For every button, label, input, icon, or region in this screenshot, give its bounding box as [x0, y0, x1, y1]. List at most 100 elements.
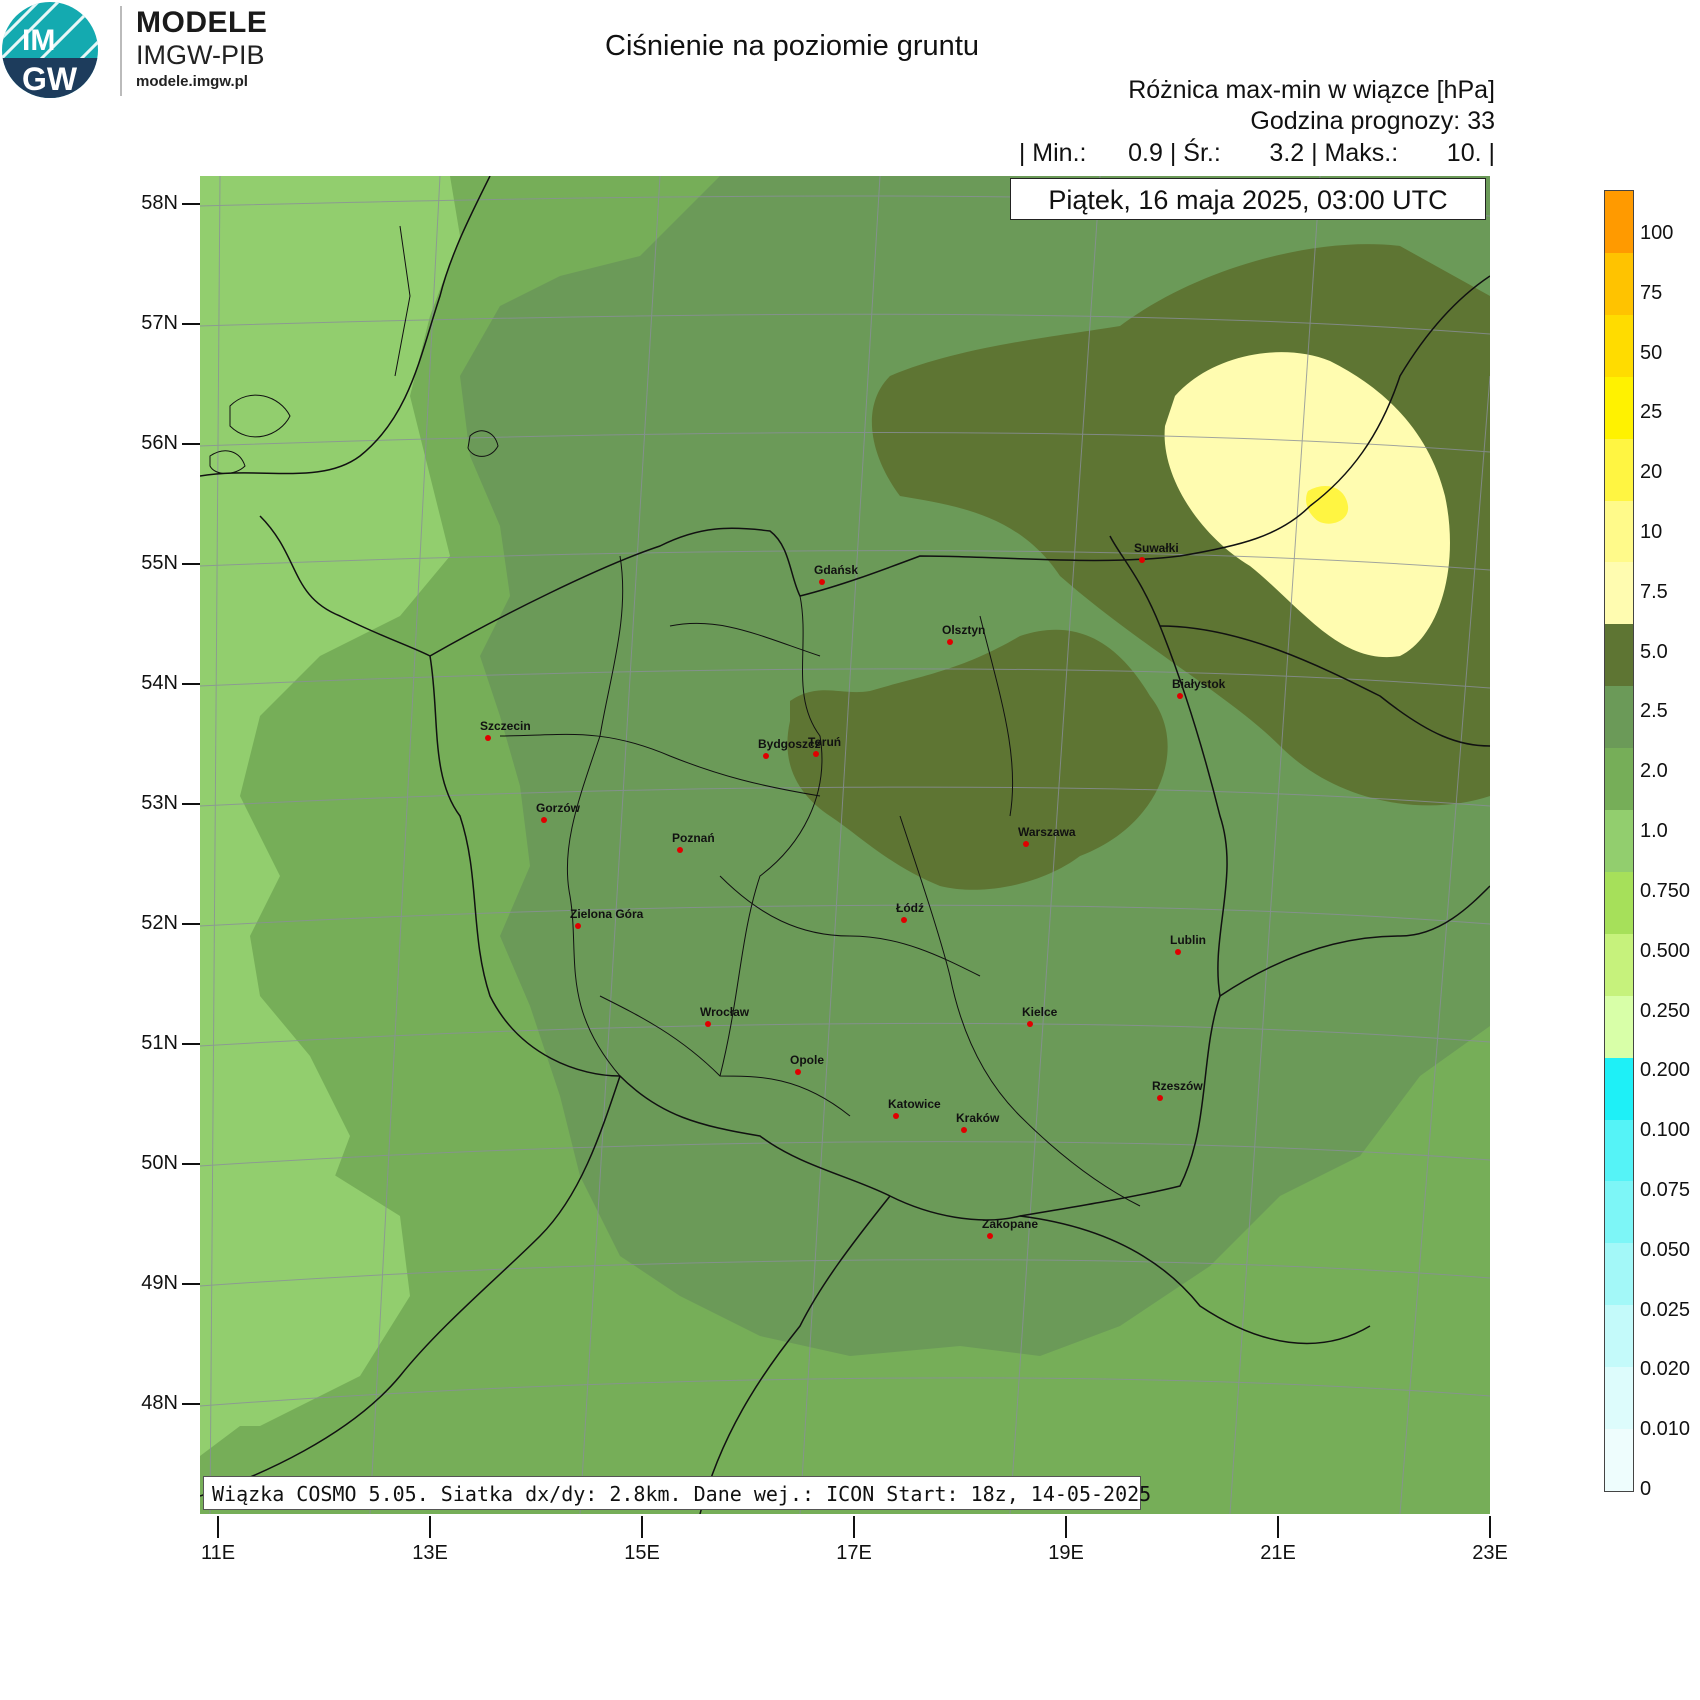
city-label: Toruń — [808, 735, 841, 749]
legend-swatch — [1605, 686, 1633, 749]
legend-label: 0.200 — [1640, 1059, 1691, 1082]
lat-label: 58N — [141, 192, 178, 214]
stats-line: | Min.: 0.9 | Śr.: 3.2 | Maks.: 10. | — [1018, 139, 1495, 167]
city-dot — [575, 923, 581, 929]
legend-swatch — [1605, 995, 1633, 1058]
city-dot — [705, 1021, 711, 1027]
legend-label: 2.0 — [1640, 760, 1668, 783]
legend-swatch — [1605, 871, 1633, 934]
contour-10 — [1306, 486, 1349, 524]
legend-label: 0.100 — [1640, 1119, 1691, 1142]
lat-label: 57N — [141, 312, 178, 334]
legend-swatch — [1605, 1305, 1633, 1368]
city-dot — [677, 847, 683, 853]
city-markers: Gdańsk Olsztyn Suwałki Białystok Szczecin Byd… — [480, 541, 1226, 1239]
legend-swatch — [1605, 1181, 1633, 1244]
brand-url: modele.imgw.pl — [136, 73, 248, 90]
city-label: Olsztyn — [942, 623, 985, 637]
city-dot — [961, 1127, 967, 1133]
legend-swatch — [1605, 624, 1633, 687]
legend-swatch — [1605, 810, 1633, 872]
city-dot — [987, 1233, 993, 1239]
lat-label: 55N — [141, 552, 178, 574]
lat-label: 54N — [141, 672, 178, 694]
lat-label: 56N — [141, 432, 178, 454]
legend-label: 0.750 — [1640, 879, 1691, 902]
legend-label: 2.5 — [1640, 700, 1668, 723]
lat-label: 50N — [141, 1152, 178, 1174]
city-dot — [1157, 1095, 1163, 1101]
city-label: Bydgoszcz — [758, 737, 821, 751]
legend-label: 5.0 — [1640, 640, 1668, 663]
legend-swatch — [1605, 1057, 1633, 1120]
city-dot — [795, 1069, 801, 1075]
city-dot — [1027, 1021, 1033, 1027]
legend-label: 75 — [1640, 281, 1663, 304]
city-label: Zielona Góra — [570, 907, 644, 921]
legend-label: 0.010 — [1640, 1418, 1691, 1441]
coast-detail — [209, 225, 499, 474]
city-dot — [893, 1113, 899, 1119]
graticule — [200, 176, 1490, 1514]
contour-5-0-center — [787, 629, 1168, 890]
lon-label: 21E — [1260, 1542, 1296, 1564]
city-dot — [819, 579, 825, 585]
forecast-hour: Godzina prognozy: 33 — [1250, 107, 1495, 135]
city-label: Warszawa — [1018, 825, 1076, 839]
city-dot — [1177, 693, 1183, 699]
imgw-logo: IM GW MODELE IMGW-PIB modele.imgw.pl — [0, 0, 300, 100]
brand-subtitle: IMGW-PIB — [136, 40, 265, 70]
svg-text:IM: IM — [22, 24, 55, 57]
axis-frame — [182, 203, 1491, 1538]
city-label: Poznań — [672, 831, 715, 845]
legend-label: 100 — [1640, 222, 1674, 244]
city-label: Kielce — [1022, 1005, 1058, 1019]
legend-label: 25 — [1640, 401, 1663, 424]
voivodeship-borders — [499, 555, 1141, 1207]
legend-swatch — [1605, 1429, 1633, 1491]
city-label: Rzeszów — [1152, 1079, 1203, 1093]
imgw-logo-icon: IM GW — [2, 2, 98, 98]
legend-swatch — [1605, 438, 1633, 501]
color-legend — [1604, 190, 1634, 1492]
legend-label: 0.250 — [1640, 999, 1691, 1022]
lon-label: 13E — [412, 1542, 448, 1564]
legend-label: 10 — [1640, 521, 1663, 544]
city-dot — [1175, 949, 1181, 955]
brand-title: MODELE — [136, 6, 268, 39]
city-label: Wrocław — [700, 1005, 750, 1019]
city-label: Gorzów — [536, 801, 581, 815]
legend-label: 1.0 — [1640, 820, 1668, 843]
valid-time-box: Piątek, 16 maja 2025, 03:00 UTC — [1010, 178, 1486, 220]
legend-swatch — [1605, 1119, 1633, 1182]
legend-swatch — [1605, 1243, 1633, 1306]
legend-swatch — [1605, 314, 1633, 377]
city-label: Zakopane — [982, 1217, 1038, 1231]
legend-label: 0.050 — [1640, 1238, 1691, 1261]
pressure-spread-map: Gdańsk Olsztyn Suwałki Białystok Szczecin Byd… — [200, 176, 1490, 1514]
city-dot — [947, 639, 953, 645]
city-label: Białystok — [1172, 677, 1226, 691]
city-dot — [813, 751, 819, 757]
legend-label: 0 — [1640, 1478, 1652, 1500]
lon-label: 15E — [624, 1542, 660, 1564]
lon-label: 11E — [200, 1542, 236, 1564]
lon-label: 17E — [836, 1542, 872, 1564]
contour-2-0-south — [200, 1166, 410, 1426]
city-label: Katowice — [888, 1097, 941, 1111]
legend-swatch — [1605, 1367, 1633, 1430]
legend-swatch — [1605, 562, 1633, 625]
map-subtitle: Różnica max-min w wiązce [hPa] — [1128, 76, 1495, 104]
city-dot — [485, 735, 491, 741]
city-dot — [1023, 841, 1029, 847]
city-label: Opole — [790, 1053, 824, 1067]
legend-label: 0.020 — [1640, 1358, 1691, 1381]
legend-label: 20 — [1640, 461, 1663, 484]
city-label: Łódź — [896, 901, 924, 915]
city-dot — [541, 817, 547, 823]
city-label: Gdańsk — [814, 563, 858, 577]
map-title: Ciśnienie na poziomie gruntu — [605, 30, 979, 62]
lat-label: 53N — [141, 792, 178, 814]
legend-swatch — [1605, 500, 1633, 563]
city-dot — [901, 917, 907, 923]
